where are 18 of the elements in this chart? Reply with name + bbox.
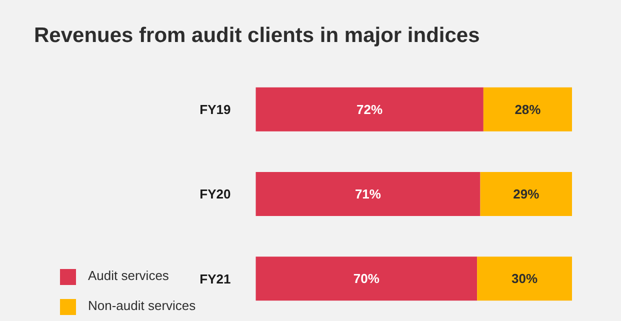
- bar: [483, 87, 572, 132]
- data-label: 29%: [513, 186, 540, 202]
- y-tick-label: FY20: [200, 186, 231, 202]
- bar: [256, 172, 480, 216]
- bar: [480, 172, 572, 216]
- data-label: 70%: [353, 271, 380, 286]
- legend-label: Non-audit services: [88, 298, 196, 313]
- data-label: 28%: [514, 102, 542, 117]
- data-label: 72%: [356, 102, 383, 117]
- y-tick-label: FY21: [200, 271, 231, 286]
- y-tick-label: FY19: [200, 102, 231, 117]
- bar: [256, 256, 478, 301]
- bar: [256, 87, 484, 132]
- bar: [477, 256, 572, 301]
- data-label: 71%: [354, 186, 382, 202]
- chart-title: Revenues from audit clients in major indices: [34, 24, 480, 48]
- data-label: 30%: [512, 271, 538, 286]
- legend-label: Audit services: [88, 268, 169, 283]
